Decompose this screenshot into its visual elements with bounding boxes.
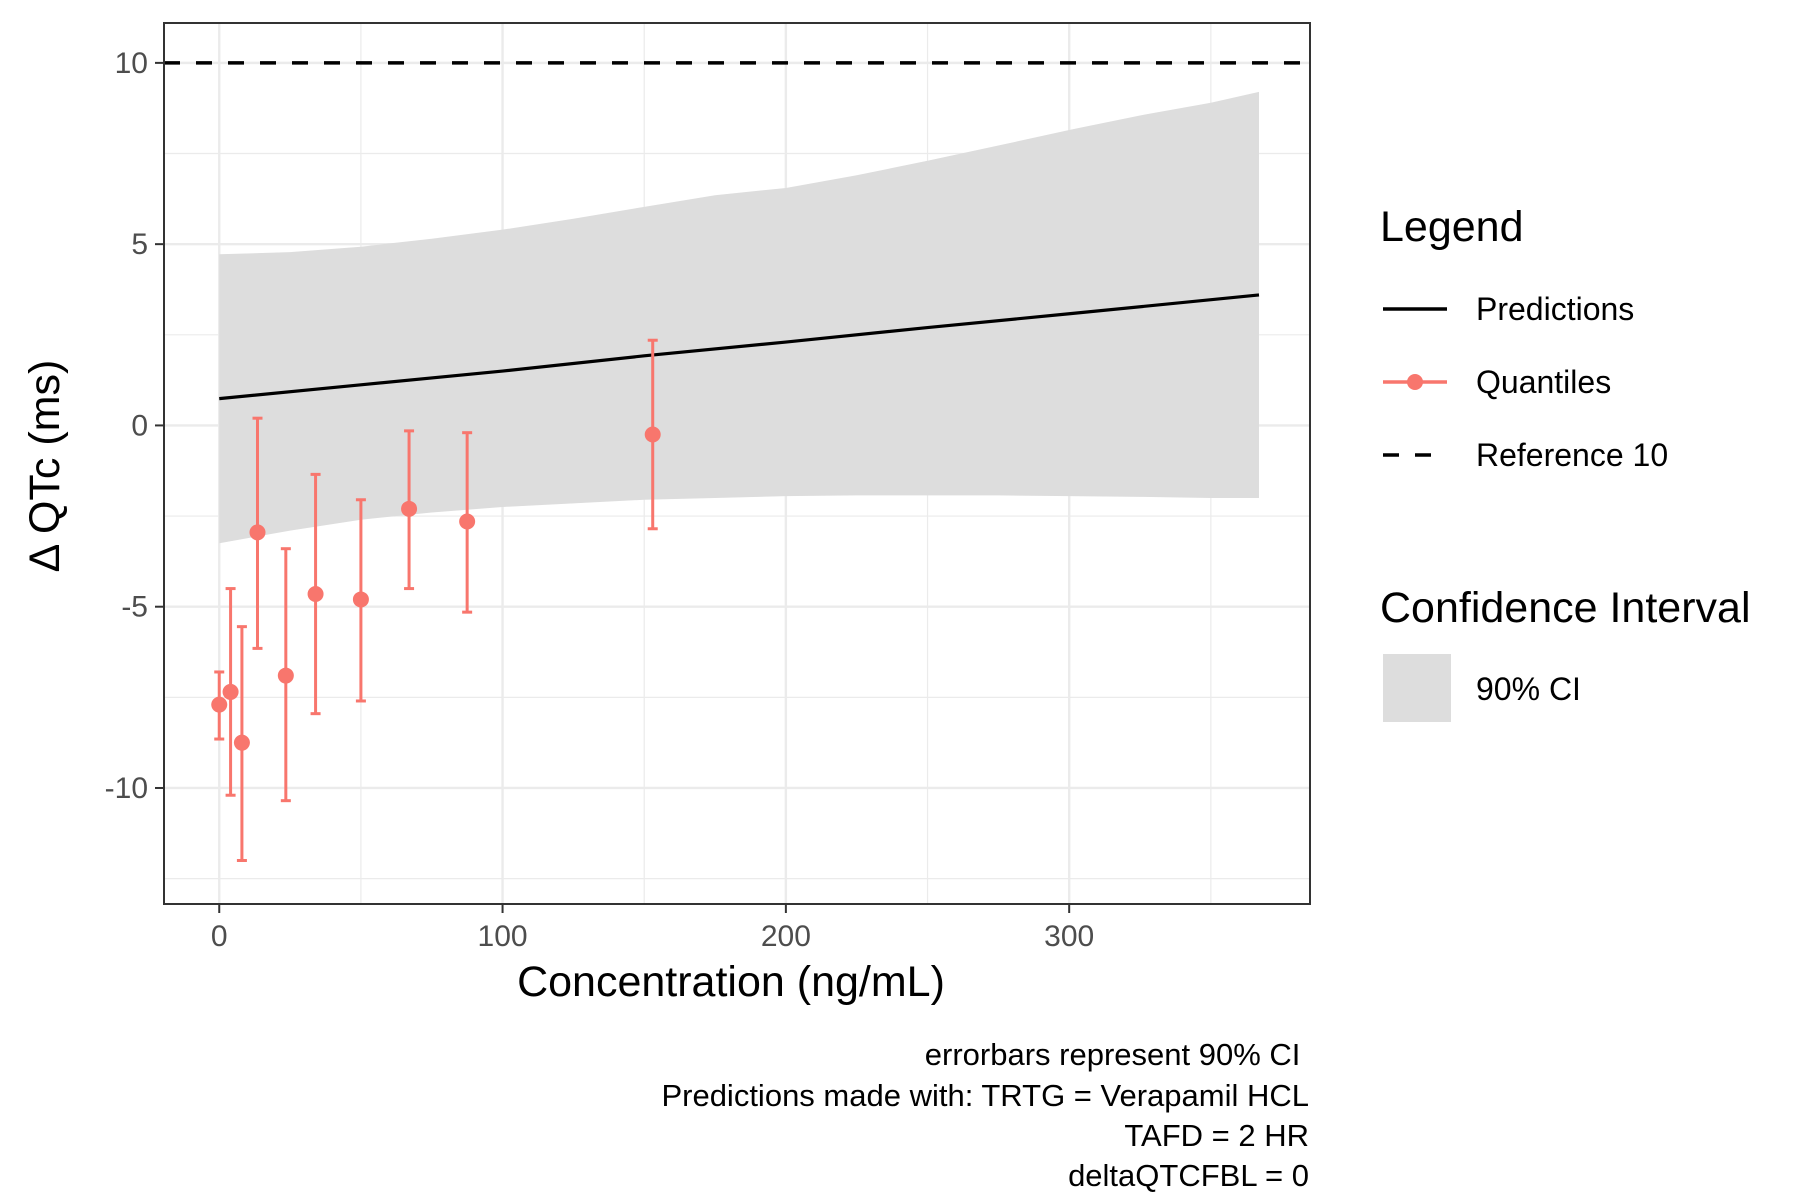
y-axis-ticks: -10 -5 0 5 10 (105, 47, 164, 805)
y-tick-label: 10 (115, 47, 148, 80)
x-tick-label: 100 (478, 920, 528, 953)
y-tick-label: -5 (121, 591, 148, 624)
ci-band (219, 91, 1260, 544)
x-tick-label: 200 (761, 920, 811, 953)
legend-label-quantiles: Quantiles (1476, 364, 1611, 400)
quantile-point (644, 426, 661, 443)
quantile-point (459, 513, 476, 530)
prediction-line (219, 293, 1260, 401)
quantile-point (352, 591, 369, 608)
legend-title: Legend (1380, 203, 1524, 251)
legend-label-reference: Reference 10 (1476, 437, 1668, 473)
caption: errorbars represent 90% CI Predictions m… (661, 1037, 1309, 1193)
legend-item-predictions: Predictions (1383, 291, 1634, 327)
quantile-point (222, 683, 239, 700)
x-tick-label: 0 (211, 920, 228, 953)
quantile-point (401, 500, 418, 517)
x-axis-title: Concentration (ng/mL) (517, 958, 945, 1006)
quantile-point (233, 734, 250, 751)
prediction-line-layer (219, 293, 1260, 401)
x-tick-label: 300 (1044, 920, 1094, 953)
legend-label-predictions: Predictions (1476, 291, 1634, 327)
legend-item-ci: 90% CI (1383, 654, 1581, 722)
caption-line-4: deltaQTCFBL = 0 (1068, 1158, 1309, 1193)
legend-item-reference: Reference 10 (1383, 437, 1668, 473)
quantile-point (277, 667, 294, 684)
ci-band-layer (219, 91, 1260, 544)
legend-item-quantiles: Quantiles (1383, 364, 1611, 400)
y-tick-label: 5 (131, 228, 148, 261)
legend-key-ci (1383, 654, 1451, 722)
y-axis-title: Δ QTc (ms) (21, 360, 69, 573)
x-axis-ticks: 0 100 200 300 (211, 904, 1094, 953)
panel-border (163, 22, 1311, 905)
quantile-point (249, 524, 266, 541)
caption-line-1: errorbars represent 90% CI (925, 1037, 1309, 1072)
legend-title-confidence: Confidence Interval (1380, 584, 1751, 632)
y-tick-label: -10 (105, 772, 148, 805)
quantile-point (211, 696, 228, 713)
y-tick-label: 0 (131, 409, 148, 442)
caption-line-2: Predictions made with: TRTG = Verapamil … (661, 1078, 1309, 1113)
legend-key-quantiles-point (1407, 374, 1423, 390)
caption-line-3: TAFD = 2 HR (1124, 1118, 1309, 1153)
quantile-point (307, 586, 324, 603)
quantile-point-layer (211, 426, 661, 751)
legend-label-ci: 90% CI (1476, 671, 1581, 707)
